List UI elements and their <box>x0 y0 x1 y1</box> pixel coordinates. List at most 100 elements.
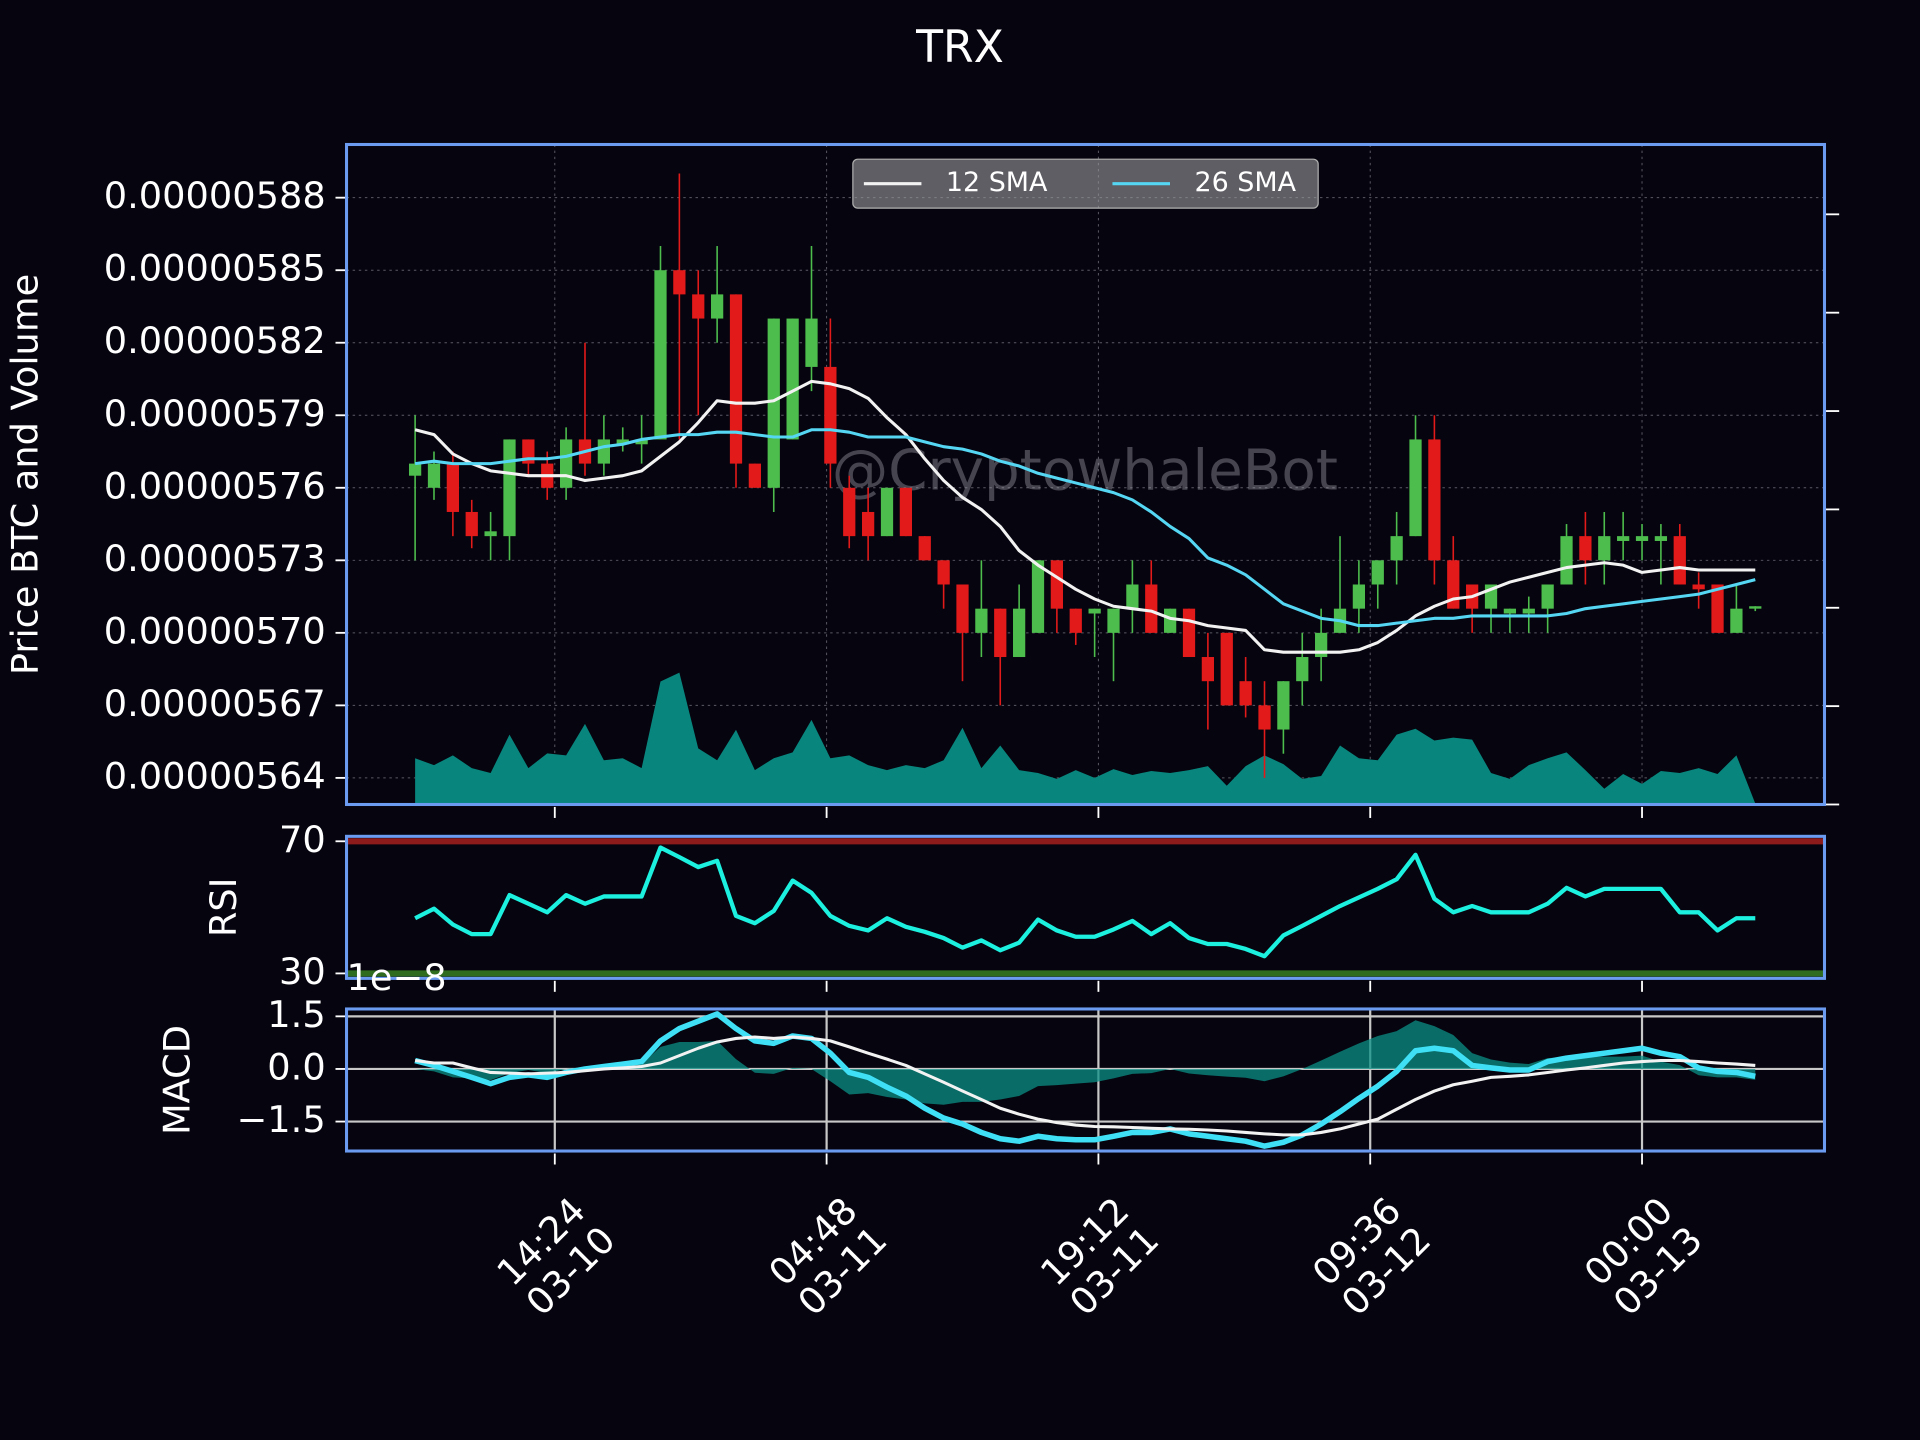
candle-body <box>1296 657 1309 682</box>
candle-body <box>1069 608 1082 633</box>
candle-body <box>1013 608 1026 658</box>
candle-body <box>654 270 667 440</box>
sma-line <box>414 379 1756 654</box>
rsi-line <box>414 845 1756 959</box>
candle-body <box>1579 536 1592 561</box>
candle-body <box>446 463 459 512</box>
offset-label: 1e−8 <box>347 956 447 999</box>
candle-body <box>1390 536 1403 561</box>
candle-body <box>692 294 705 319</box>
candle-body <box>729 294 743 464</box>
y-tick-label: 0.00000585 <box>104 247 326 290</box>
candle-body <box>635 439 648 445</box>
candle-body <box>1522 608 1535 614</box>
y-tick-label: 0.00000579 <box>104 392 326 435</box>
candle-body <box>1201 657 1215 682</box>
y-tick-label: 70 <box>279 818 326 861</box>
candle-body <box>408 463 422 476</box>
candle-body <box>880 487 894 537</box>
y-tick-label: 0.00000570 <box>104 609 326 652</box>
candle-body <box>1031 560 1045 633</box>
candle-body <box>1050 560 1064 609</box>
candle-body <box>673 270 686 295</box>
candle-body <box>975 608 988 633</box>
candle-body <box>899 487 912 537</box>
candle-body <box>994 608 1007 658</box>
candle-body <box>1560 536 1573 585</box>
candle-body <box>1617 536 1630 541</box>
candle-body <box>805 318 818 367</box>
x-tick-label-wrap: 04:48 03-11 <box>670 1098 988 1416</box>
candle-body <box>1654 536 1668 541</box>
candle-body <box>1239 681 1252 706</box>
x-tick-label: 04:48 03-11 <box>761 1190 897 1325</box>
candle-body <box>1730 608 1743 633</box>
candle-body <box>918 536 931 561</box>
y-tick-label: 1.5 <box>267 993 325 1036</box>
x-tick-label-wrap: 09:36 03-12 <box>1213 1098 1531 1416</box>
candle-body <box>1635 536 1649 541</box>
y-tick-label: 0.00000576 <box>104 464 326 507</box>
candle-body <box>1749 606 1762 609</box>
y-tick-label: 0.00000564 <box>104 754 326 797</box>
y-axis-label: Price BTC and Volume <box>3 274 46 675</box>
x-tick-label-box: 00:00 03-13 <box>1485 1098 1803 1416</box>
sma-line <box>414 428 1756 628</box>
x-tick-label: 09:36 03-12 <box>1305 1190 1440 1325</box>
y-axis-label: RSI <box>202 878 245 938</box>
panel-frame <box>345 834 1827 980</box>
candle-body <box>1503 608 1517 614</box>
candle-body <box>1447 560 1460 609</box>
candle-body <box>1126 584 1139 609</box>
candle-body <box>503 439 516 537</box>
macd-histogram <box>415 1020 1756 1105</box>
candle-body <box>597 439 610 464</box>
y-tick-label: 0.00000573 <box>104 537 326 580</box>
candle-body <box>1182 608 1196 658</box>
candle-body <box>1711 584 1724 633</box>
y-tick-label: 0.00000582 <box>104 319 326 362</box>
signal-line <box>414 1035 1756 1137</box>
candle-body <box>1352 584 1366 609</box>
candle-body <box>937 560 950 585</box>
chart-title: TRX <box>915 22 1004 73</box>
candle-body <box>1409 439 1422 537</box>
candle-body <box>767 318 780 488</box>
candle-body <box>559 439 573 488</box>
x-tick-label-box: 14:24 03-10 <box>490 1190 625 1325</box>
panel-frame <box>345 1007 1827 1153</box>
y-tick-label: −1.5 <box>237 1098 326 1141</box>
candle-body <box>484 531 497 537</box>
candle-body <box>1692 584 1705 590</box>
candle-body <box>748 463 761 488</box>
candle-body <box>1258 705 1271 730</box>
candle-body <box>1164 608 1177 633</box>
candle-body <box>1371 560 1384 585</box>
legend-box <box>852 158 1319 209</box>
volume-area <box>415 672 1756 805</box>
x-tick-label-box: 19:12 03-11 <box>942 1098 1260 1416</box>
candle-body <box>1428 439 1441 561</box>
panel-frame <box>345 142 1827 807</box>
candle-body <box>956 584 969 633</box>
macd-line <box>414 1011 1756 1149</box>
candle-body <box>465 511 478 537</box>
y-tick-label: 30 <box>279 950 326 993</box>
x-tick-label: 00:00 03-13 <box>1577 1190 1712 1325</box>
x-tick-label-wrap: 00:00 03-13 <box>1485 1098 1803 1416</box>
candle-body <box>1277 681 1290 730</box>
x-tick-label-box: 09:36 03-12 <box>1213 1098 1531 1416</box>
y-tick-label: 0.0 <box>267 1045 325 1088</box>
candle-body <box>824 366 837 464</box>
candle-body <box>1541 584 1554 609</box>
candle-body <box>1088 608 1101 614</box>
candle-body <box>786 318 799 440</box>
candle-body <box>1673 536 1686 585</box>
candle-body <box>862 511 875 537</box>
x-tick-label: 19:12 03-11 <box>1033 1190 1169 1325</box>
x-tick-label-wrap: 19:12 03-11 <box>942 1098 1260 1416</box>
candle-body <box>1598 536 1611 561</box>
